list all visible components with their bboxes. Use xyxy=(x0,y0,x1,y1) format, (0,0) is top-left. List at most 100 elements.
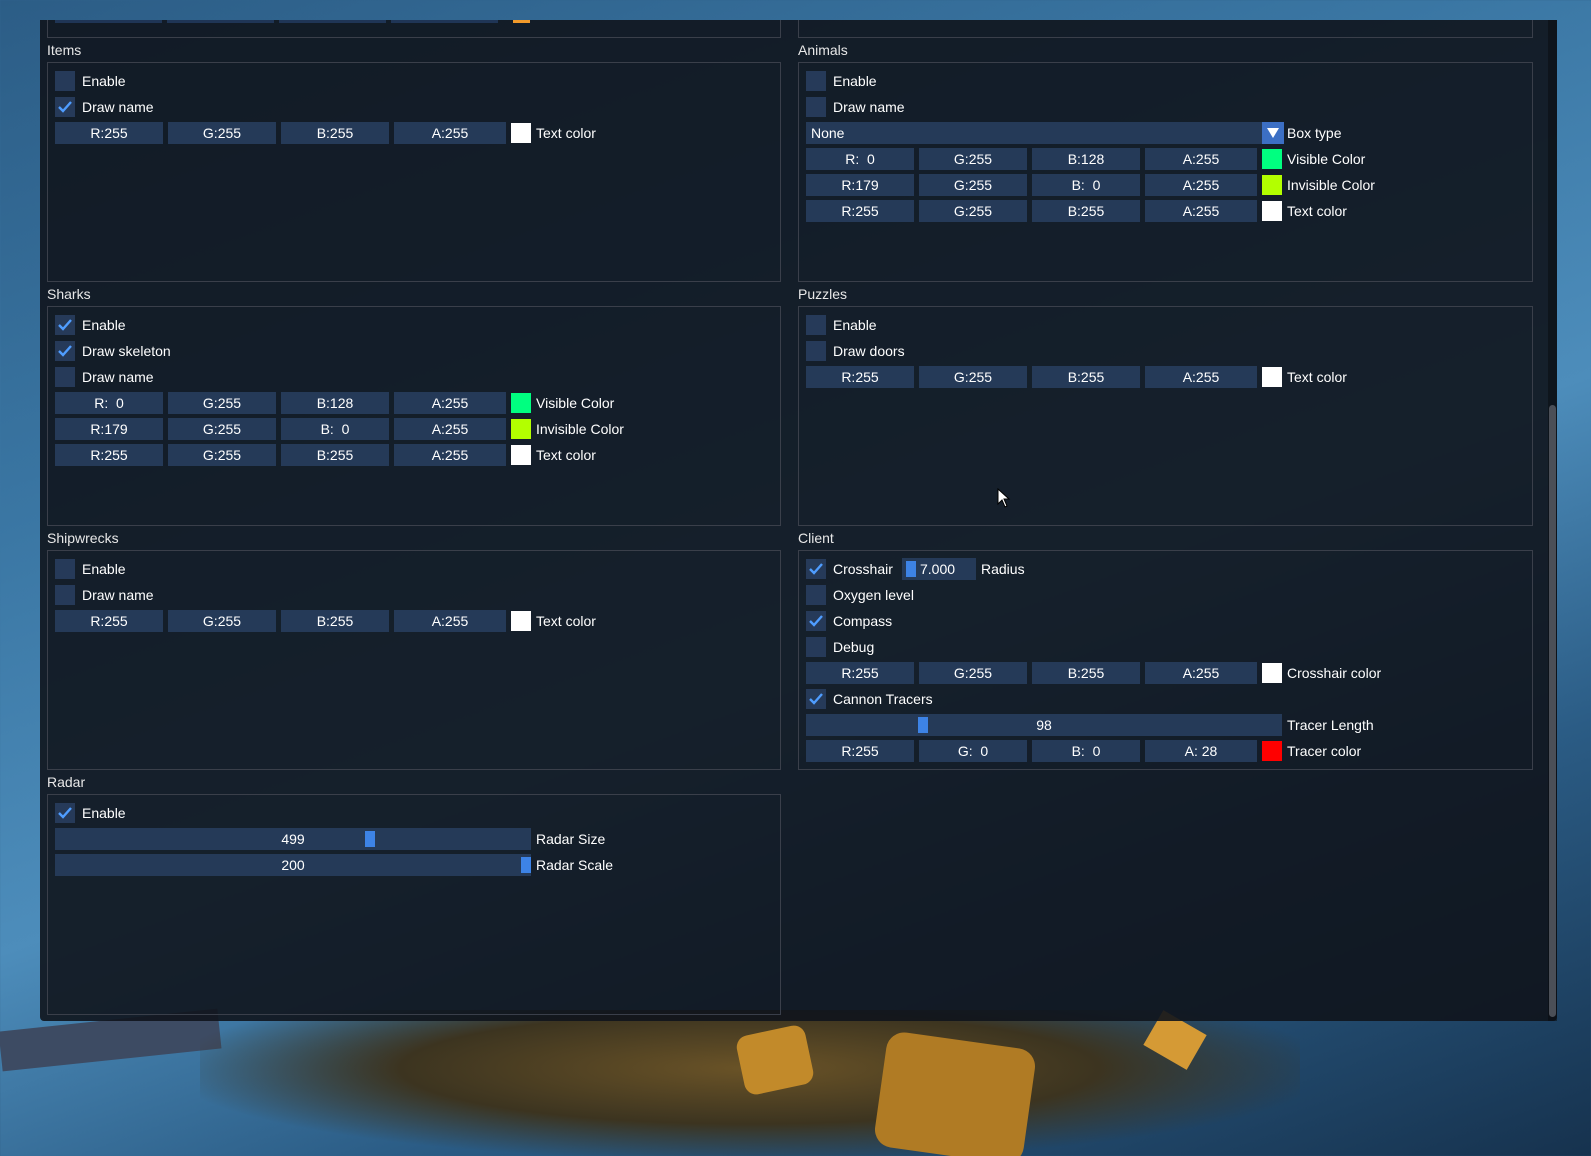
shipwrecks-text-color-a[interactable]: A:255 xyxy=(394,610,506,632)
sharks-visible-color-swatch[interactable] xyxy=(511,393,531,413)
sharks-text-color-b[interactable]: B:255 xyxy=(281,444,389,466)
checkbox-box[interactable] xyxy=(806,637,826,657)
checkbox-box[interactable] xyxy=(806,585,826,605)
tracer-color-r[interactable]: R:255 xyxy=(806,740,914,762)
checkbox-box[interactable] xyxy=(806,341,826,361)
checkbox-box[interactable] xyxy=(55,585,75,605)
sharks-enable-checkbox[interactable]: Enable xyxy=(55,314,126,336)
crosshair-color-a[interactable]: A:255 xyxy=(1145,662,1257,684)
shipwrecks-text-color-r[interactable]: R:255 xyxy=(55,610,163,632)
sharks-visible-color-a[interactable]: A:255 xyxy=(394,392,506,414)
animals-visible-color-g[interactable]: G:255 xyxy=(919,148,1027,170)
crosshair-color-r[interactable]: R:255 xyxy=(806,662,914,684)
animals-invisible-color-g[interactable]: G:255 xyxy=(919,174,1027,196)
dropdown-arrow-icon[interactable] xyxy=(1262,122,1284,144)
checkbox-box[interactable] xyxy=(806,97,826,117)
sharks-text-color-a[interactable]: A:255 xyxy=(394,444,506,466)
sharks-draw-name-checkbox[interactable]: Draw name xyxy=(55,366,154,388)
sharks-text-color-g[interactable]: G:255 xyxy=(168,444,276,466)
tracer-color-b[interactable]: B: 0 xyxy=(1032,740,1140,762)
client-crosshair-checkbox[interactable]: Crosshair xyxy=(806,558,893,580)
animals-visible-color-b[interactable]: B:128 xyxy=(1032,148,1140,170)
sharks-text-color-r[interactable]: R:255 xyxy=(55,444,163,466)
crosshair-radius-drag[interactable]: 7.000 xyxy=(902,558,976,580)
animals-enable-checkbox[interactable]: Enable xyxy=(806,70,877,92)
client-cannon-tracers-checkbox[interactable]: Cannon Tracers xyxy=(806,688,933,710)
shipwrecks-text-color-swatch[interactable] xyxy=(511,611,531,631)
checkbox-box[interactable] xyxy=(55,97,75,117)
checkbox-box[interactable] xyxy=(806,315,826,335)
sharks-invisible-color-a[interactable]: A:255 xyxy=(394,418,506,440)
radar-enable-checkbox[interactable]: Enable xyxy=(55,802,126,824)
shipwrecks-text-color-g[interactable]: G:255 xyxy=(168,610,276,632)
crosshair-color-swatch[interactable] xyxy=(1262,663,1282,683)
checkbox-box[interactable] xyxy=(806,71,826,91)
items-text-color-b[interactable]: B:255 xyxy=(281,122,389,144)
checkbox-box[interactable] xyxy=(55,315,75,335)
client-compass-checkbox[interactable]: Compass xyxy=(806,610,892,632)
client-debug-checkbox[interactable]: Debug xyxy=(806,636,874,658)
items-enable-checkbox[interactable]: Enable xyxy=(55,70,126,92)
client-oxygen-checkbox[interactable]: Oxygen level xyxy=(806,584,914,606)
tracer-length-slider[interactable]: 98 xyxy=(806,714,1282,736)
puzzles-text-color-swatch[interactable] xyxy=(1262,367,1282,387)
puzzles-text-color-r[interactable]: R:255 xyxy=(806,366,914,388)
checkbox-box[interactable] xyxy=(806,689,826,709)
shipwrecks-text-color-b[interactable]: B:255 xyxy=(281,610,389,632)
checkbox-box[interactable] xyxy=(55,367,75,387)
sharks-invisible-color-b[interactable]: B: 0 xyxy=(281,418,389,440)
checkbox-box[interactable] xyxy=(55,803,75,823)
items-draw-name-checkbox[interactable]: Draw name xyxy=(55,96,154,118)
sharks-invisible-color-g[interactable]: G:255 xyxy=(168,418,276,440)
items-text-color-swatch[interactable] xyxy=(511,123,531,143)
animals-text-color-a[interactable]: A:255 xyxy=(1145,200,1257,222)
tracer-color-a[interactable]: A: 28 xyxy=(1145,740,1257,762)
crosshair-color-b[interactable]: B:255 xyxy=(1032,662,1140,684)
puzzles-text-color-a[interactable]: A:255 xyxy=(1145,366,1257,388)
checkbox-box[interactable] xyxy=(806,559,826,579)
drag-grab[interactable] xyxy=(906,561,916,577)
puzzles-text-color-g[interactable]: G:255 xyxy=(919,366,1027,388)
items-text-color-a[interactable]: A:255 xyxy=(394,122,506,144)
animals-text-color-swatch[interactable] xyxy=(1262,201,1282,221)
radar-scale-slider[interactable]: 200 xyxy=(55,854,531,876)
animals-visible-color-swatch[interactable] xyxy=(1262,149,1282,169)
shipwrecks-enable-checkbox[interactable]: Enable xyxy=(55,558,126,580)
sharks-invisible-color-swatch[interactable] xyxy=(511,419,531,439)
tracer-color-g[interactable]: G: 0 xyxy=(919,740,1027,762)
animals-text-color-b[interactable]: B:255 xyxy=(1032,200,1140,222)
radar-size-slider[interactable]: 499 xyxy=(55,828,531,850)
animals-invisible-color-a[interactable]: A:255 xyxy=(1145,174,1257,196)
animals-invisible-color-swatch[interactable] xyxy=(1262,175,1282,195)
slider-grab[interactable] xyxy=(918,717,928,733)
animals-invisible-color-r[interactable]: R:179 xyxy=(806,174,914,196)
sharks-draw-skeleton-checkbox[interactable]: Draw skeleton xyxy=(55,340,171,362)
checkbox-box[interactable] xyxy=(55,71,75,91)
shipwrecks-draw-name-checkbox[interactable]: Draw name xyxy=(55,584,154,606)
checkbox-box[interactable] xyxy=(806,611,826,631)
sharks-visible-color-r[interactable]: R: 0 xyxy=(55,392,163,414)
items-text-color-r[interactable]: R:255 xyxy=(55,122,163,144)
slider-grab[interactable] xyxy=(521,857,531,873)
checkbox-box[interactable] xyxy=(55,559,75,579)
checkbox-box[interactable] xyxy=(55,341,75,361)
sharks-visible-color-g[interactable]: G:255 xyxy=(168,392,276,414)
animals-text-color-r[interactable]: R:255 xyxy=(806,200,914,222)
puzzles-text-color-b[interactable]: B:255 xyxy=(1032,366,1140,388)
tracer-color-swatch[interactable] xyxy=(1262,741,1282,761)
animals-draw-name-checkbox[interactable]: Draw name xyxy=(806,96,905,118)
puzzles-draw-doors-checkbox[interactable]: Draw doors xyxy=(806,340,905,362)
animals-visible-color-a[interactable]: A:255 xyxy=(1145,148,1257,170)
animals-invisible-color-b[interactable]: B: 0 xyxy=(1032,174,1140,196)
sharks-invisible-color-r[interactable]: R:179 xyxy=(55,418,163,440)
sharks-text-color-swatch[interactable] xyxy=(511,445,531,465)
animals-visible-color-r[interactable]: R: 0 xyxy=(806,148,914,170)
animals-box-type-select[interactable]: None xyxy=(806,122,1262,144)
crosshair-color-g[interactable]: G:255 xyxy=(919,662,1027,684)
slider-grab[interactable] xyxy=(365,831,375,847)
items-text-color-g[interactable]: G:255 xyxy=(168,122,276,144)
puzzles-enable-checkbox[interactable]: Enable xyxy=(806,314,877,336)
sharks-visible-color-b[interactable]: B:128 xyxy=(281,392,389,414)
animals-text-color-g[interactable]: G:255 xyxy=(919,200,1027,222)
scrollbar-thumb[interactable] xyxy=(1549,405,1556,1017)
